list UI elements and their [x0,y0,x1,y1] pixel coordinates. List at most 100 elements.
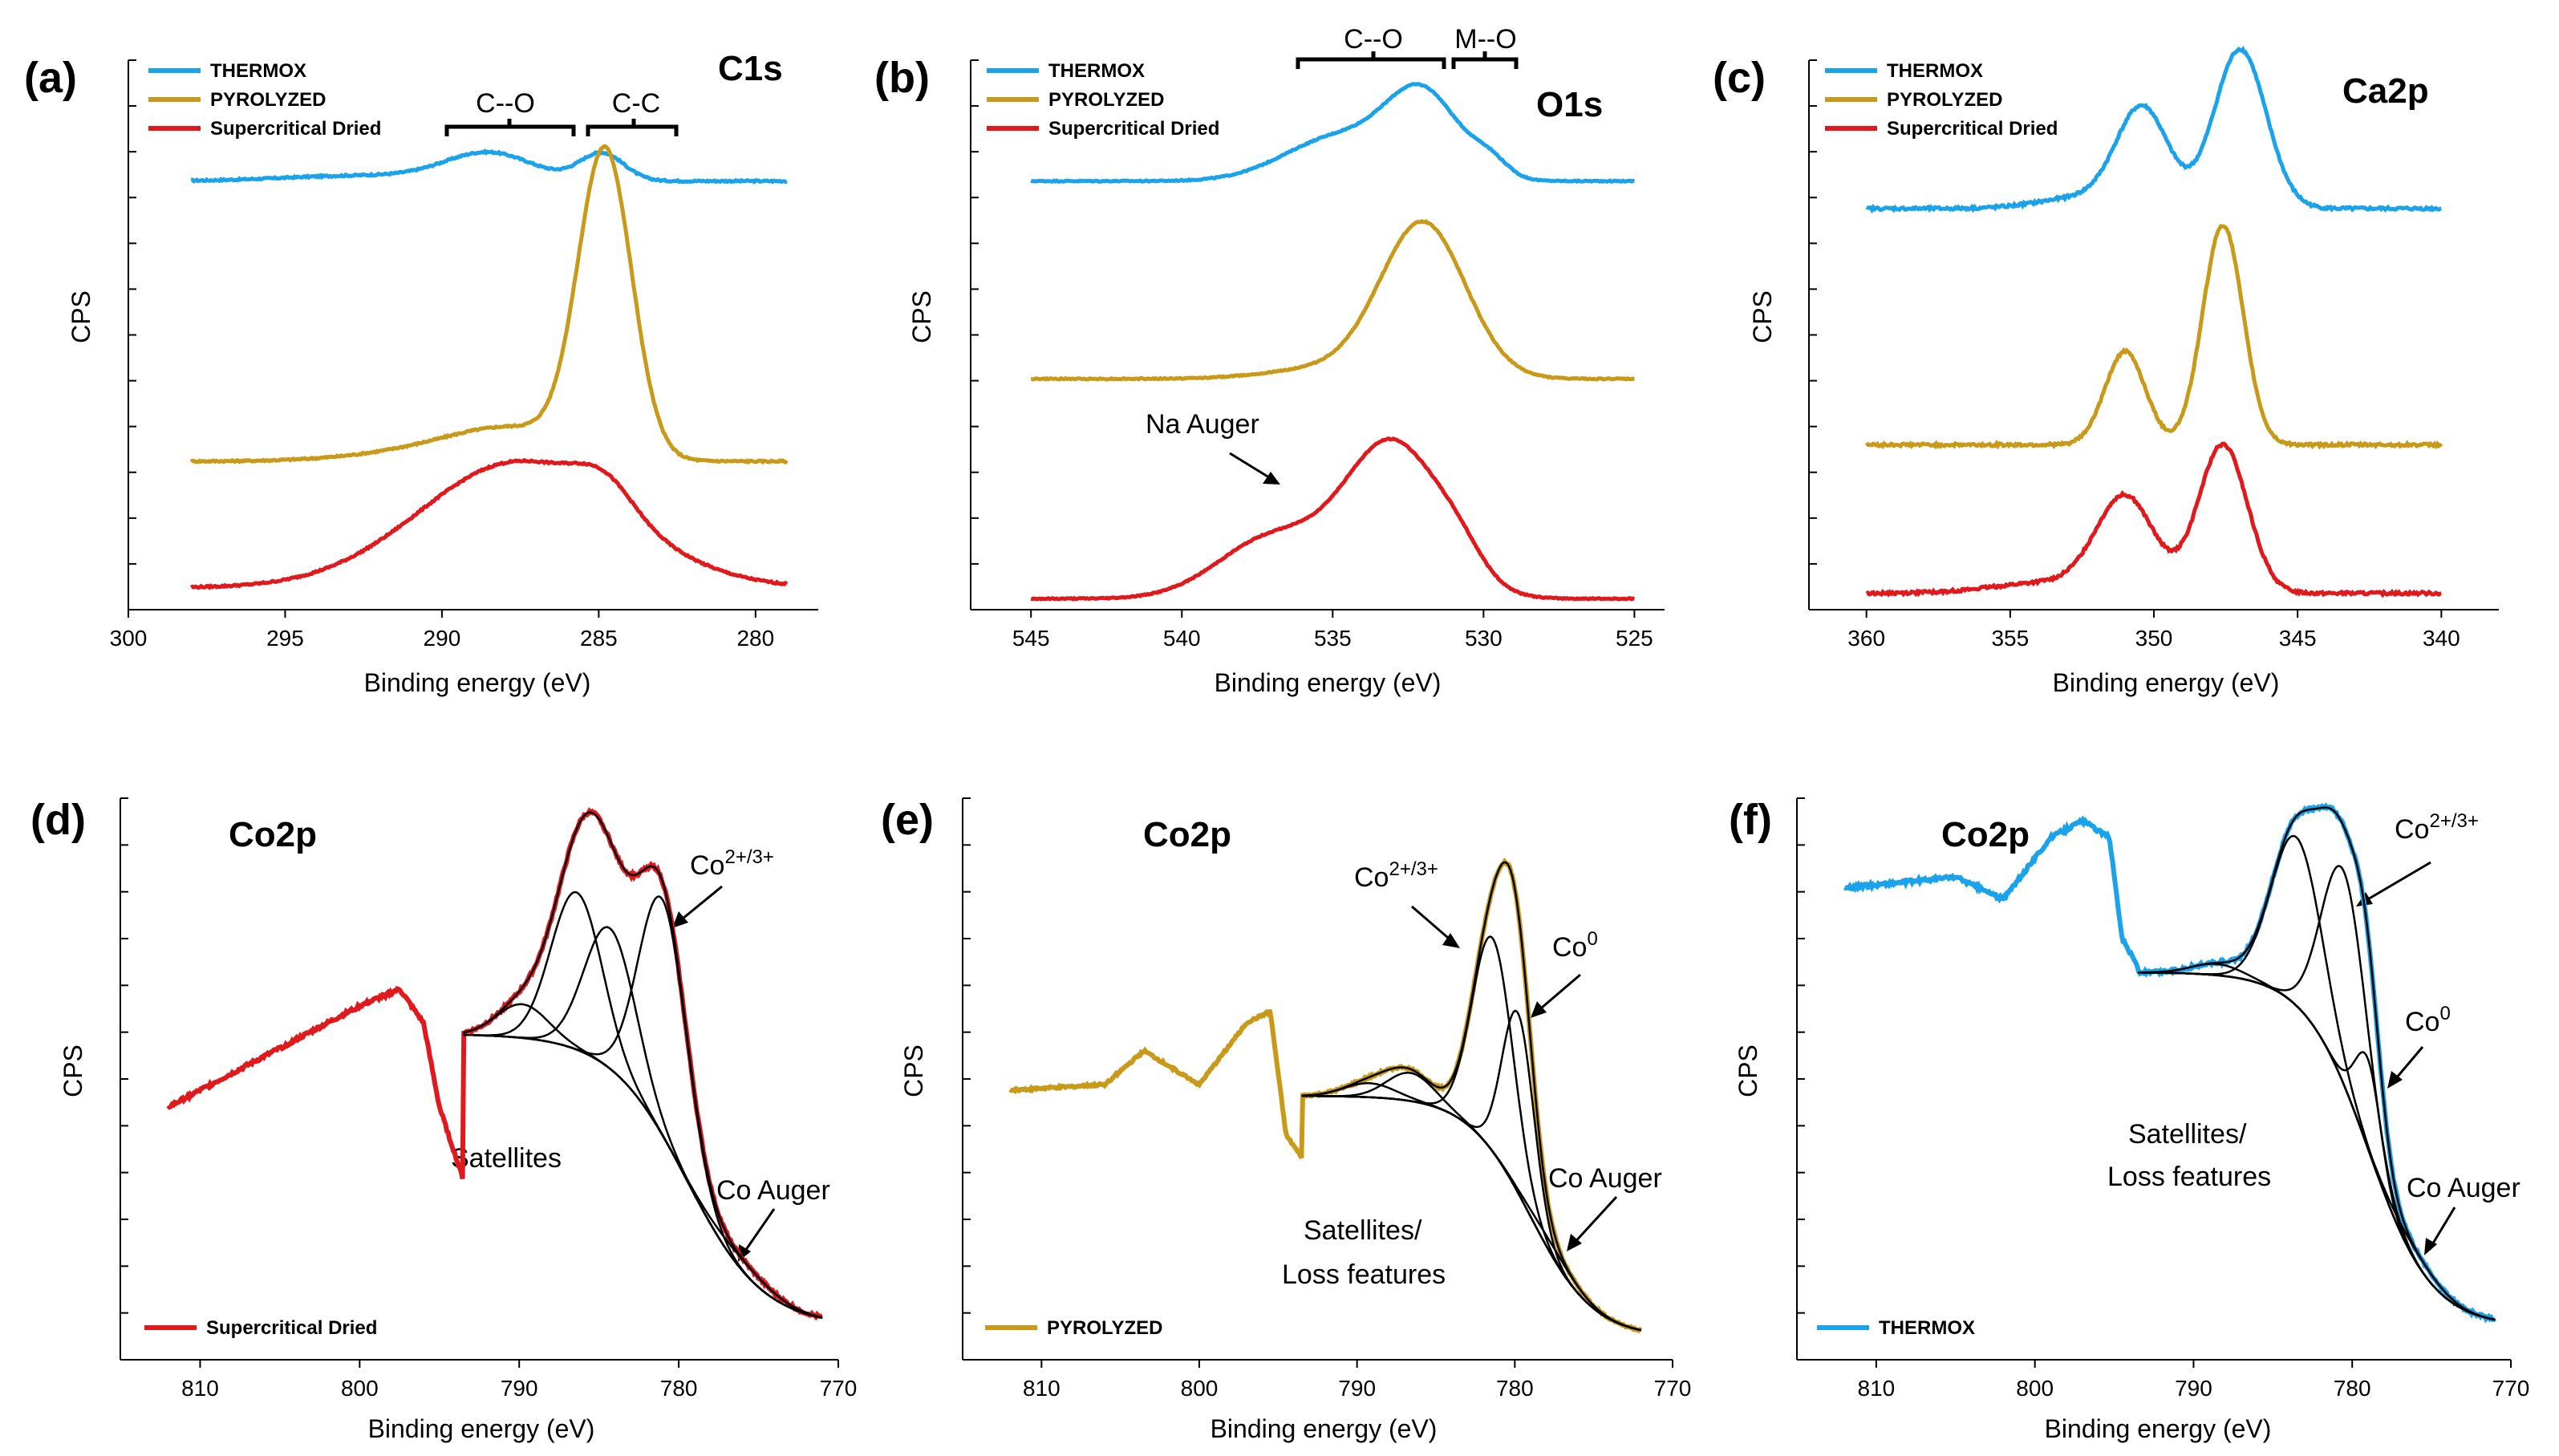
legend: THERMOX PYROLYZED Supercritical Dried [148,60,381,140]
fit-envelope [2138,806,2496,1321]
legend-item-pyrolyzed: PYROLYZED [1825,89,2002,111]
panel-title: Ca2p [2342,71,2429,111]
x-tick-label: 340 [2423,626,2460,651]
x-tick-label: 790 [501,1376,538,1401]
x-axis-label: Binding energy (eV) [364,668,591,697]
svg-text:Co0: Co0 [2405,1003,2451,1037]
x-tick-label: 800 [2016,1376,2054,1401]
svg-text:THERMOX: THERMOX [1048,60,1145,82]
legend-item-pyrolyzed: PYROLYZED [987,89,1164,111]
legend-item-pyrolyzed: PYROLYZED [148,89,326,111]
x-tick-label: 280 [736,626,774,651]
svg-text:PYROLYZED: PYROLYZED [210,89,326,111]
legend-item-thermox: THERMOX [987,60,1145,82]
panel-a-c1s: (a) C1s CPS Binding energy (eV) THERMOX … [24,49,818,697]
series-line-pyrolyzed [189,144,789,465]
panel-c-ca2p: (c) Ca2p CPS Binding energy (eV) THERMOX… [1713,46,2499,697]
x-tick-label: 800 [341,1376,379,1401]
legend: THERMOX [1817,1317,1975,1339]
x-tick-label: 770 [820,1376,858,1401]
bracket-c-o: C--O [444,88,576,136]
legend-item-thermox: THERMOX [148,60,306,82]
series-line-supercritical-dried [190,457,789,590]
panel-label: (b) [874,54,930,102]
fit-background [1301,1094,1641,1332]
legend-item-thermox: THERMOX [1817,1317,1975,1339]
x-axis-label: Binding energy (eV) [1211,1414,1438,1443]
y-axis-label: CPS [59,1044,87,1097]
legend: THERMOX PYROLYZED Supercritical Dried [987,60,1219,140]
series-line-supercritical-dried [1030,436,1635,602]
x-tick-label: 350 [2135,626,2173,651]
fit-component [2138,865,2496,1321]
x-tick-label: 790 [2175,1376,2212,1401]
x-tick-label: 770 [2492,1376,2530,1401]
svg-text:Supercritical Dried: Supercritical Dried [210,118,381,140]
y-axis-label: CPS [899,1044,928,1097]
annotation-co-2-3: Co2+/3+ [2356,810,2479,906]
series-line-thermox [1865,46,2442,214]
annotation-co-0: Co0 [2387,1003,2451,1089]
svg-text:PYROLYZED: PYROLYZED [1887,89,2002,111]
panel-title: O1s [1536,85,1603,124]
annotation-loss-features: Loss features [2107,1162,2271,1192]
bracket-m-o: M--O [1451,24,1519,69]
x-tick-label: 295 [266,626,304,651]
series-line-pyrolyzed [1030,219,1635,382]
panel-label: (e) [881,796,934,844]
x-tick-label: 355 [1991,626,2029,651]
annotation-co-auger: Co Auger [1548,1163,1662,1251]
x-tick-label: 810 [1858,1376,1896,1401]
svg-text:Co Auger: Co Auger [2407,1173,2520,1203]
series-line-pyrolyzed [1864,224,2443,450]
x-tick-label: 360 [1847,626,1885,651]
x-axis-label: Binding energy (eV) [2053,668,2280,697]
x-tick-label: 545 [1012,626,1050,651]
series-line-thermox [1030,82,1635,185]
svg-text:C--O: C--O [476,88,535,119]
fit-component [463,926,823,1320]
svg-text:Co2+/3+: Co2+/3+ [1354,858,1438,893]
x-tick-label: 780 [1496,1376,1534,1401]
fit-component [1301,1082,1641,1332]
series-line-supercritical-dried [166,807,823,1321]
legend-item-supercritical-dried: Supercritical Dried [148,118,381,140]
x-tick-label: 345 [2279,626,2317,651]
svg-text:C--O: C--O [1344,24,1403,55]
legend-item-supercritical-dried: Supercritical Dried [144,1317,377,1339]
svg-text:Co Auger: Co Auger [716,1175,830,1206]
svg-text:Co2+/3+: Co2+/3+ [690,846,774,881]
annotation-co-0: Co0 [1531,928,1598,1018]
svg-text:C-C: C-C [612,88,660,119]
annotation-loss-features: Loss features [1282,1259,1446,1290]
x-axis-label: Binding energy (eV) [1215,668,1442,697]
x-tick-label: 810 [181,1376,219,1401]
svg-text:THERMOX: THERMOX [210,60,306,82]
x-tick-label: 770 [1654,1376,1692,1401]
y-axis-label: CPS [1734,1044,1762,1097]
x-tick-label: 810 [1023,1376,1061,1401]
svg-text:THERMOX: THERMOX [1879,1317,1975,1339]
panel-label: (a) [24,54,77,102]
bracket-c-o: C--O [1296,24,1446,69]
svg-text:Co2+/3+: Co2+/3+ [2395,810,2479,845]
panel-title: C1s [718,49,783,88]
x-tick-label: 790 [1338,1376,1376,1401]
svg-text:Co Auger: Co Auger [1548,1163,1662,1194]
annotation-co-auger: Co Auger [2407,1173,2520,1255]
legend-item-thermox: THERMOX [1825,60,1983,82]
svg-text:Supercritical Dried: Supercritical Dried [1887,118,2058,140]
x-tick-label: 780 [2334,1376,2371,1401]
panel-label: (d) [30,796,86,844]
svg-text:PYROLYZED: PYROLYZED [1048,89,1164,111]
x-tick-label: 540 [1163,626,1201,651]
annotation-co-2-3: Co2+/3+ [1354,858,1460,948]
annotation-satellites: Satellites/ [1304,1215,1422,1246]
panel-label: (f) [1729,796,1772,844]
y-axis-label: CPS [67,290,95,343]
x-axis-label: Binding energy (eV) [2045,1414,2272,1443]
svg-text:Supercritical Dried: Supercritical Dried [206,1317,377,1339]
svg-text:Na Auger: Na Auger [1146,409,1259,440]
legend: PYROLYZED [985,1317,1162,1339]
